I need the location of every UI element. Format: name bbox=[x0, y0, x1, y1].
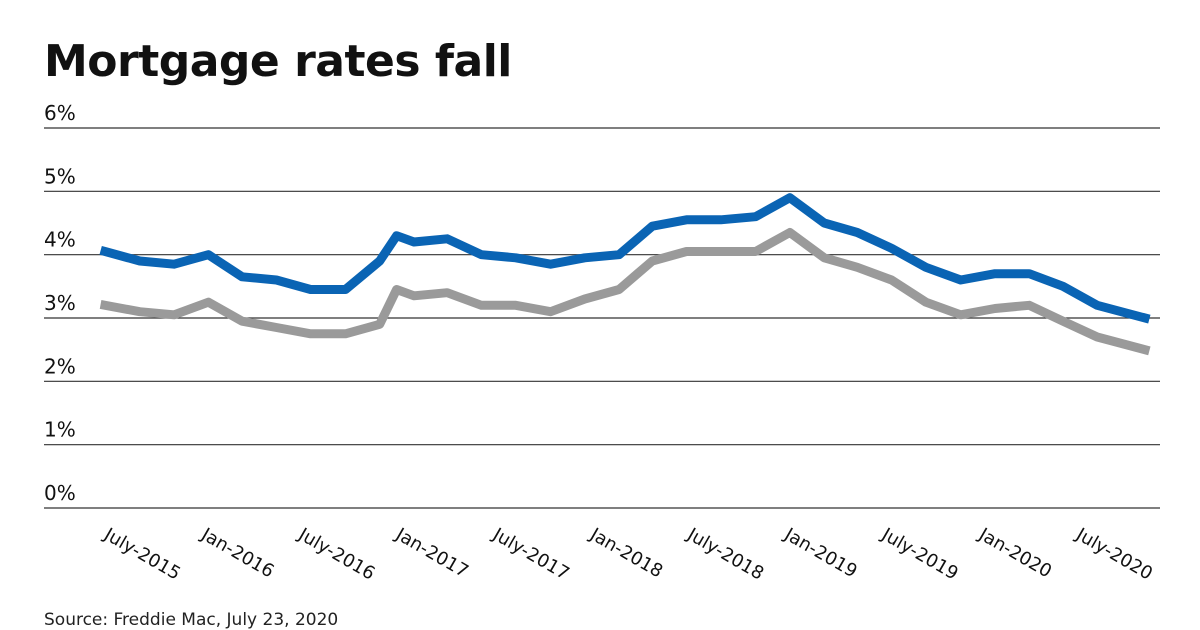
x-tick-label: July-2018 bbox=[683, 524, 767, 585]
x-tick-label: Jan-2016 bbox=[197, 524, 278, 583]
x-tick-label: Jan-2018 bbox=[586, 524, 667, 583]
series-lines bbox=[99, 193, 1151, 356]
y-tick-label: 4% bbox=[44, 228, 76, 252]
x-axis-labels: July-2015 Jan-2016 July-2016 Jan-2017 July-2… bbox=[100, 524, 1156, 585]
gridlines bbox=[44, 127, 1160, 509]
chart-title: Mortgage rates fall bbox=[44, 36, 512, 87]
y-tick-label: 3% bbox=[44, 291, 76, 315]
y-tick-label: 2% bbox=[44, 354, 76, 378]
x-tick-label: July-2017 bbox=[488, 524, 572, 585]
x-tick-label: July-2019 bbox=[877, 524, 961, 585]
y-axis-labels: 0% 1% 2% 3% 4% 5% 6% bbox=[44, 101, 76, 505]
source-note: Source: Freddie Mac, July 23, 2020 bbox=[44, 610, 339, 630]
y-tick-label: 1% bbox=[44, 418, 76, 442]
x-tick-label: July-2020 bbox=[1072, 524, 1156, 585]
y-tick-label: 5% bbox=[44, 164, 76, 188]
series-line-gray bbox=[99, 228, 1151, 356]
x-tick-label: July-2016 bbox=[294, 524, 378, 585]
y-tick-label: 6% bbox=[44, 101, 76, 125]
series-line-blue bbox=[99, 193, 1151, 324]
x-tick-label: Jan-2017 bbox=[391, 524, 472, 583]
x-tick-label: Jan-2020 bbox=[974, 524, 1055, 583]
x-tick-label: Jan-2019 bbox=[780, 524, 861, 583]
x-tick-label: July-2015 bbox=[100, 524, 184, 585]
y-tick-label: 0% bbox=[44, 481, 76, 505]
